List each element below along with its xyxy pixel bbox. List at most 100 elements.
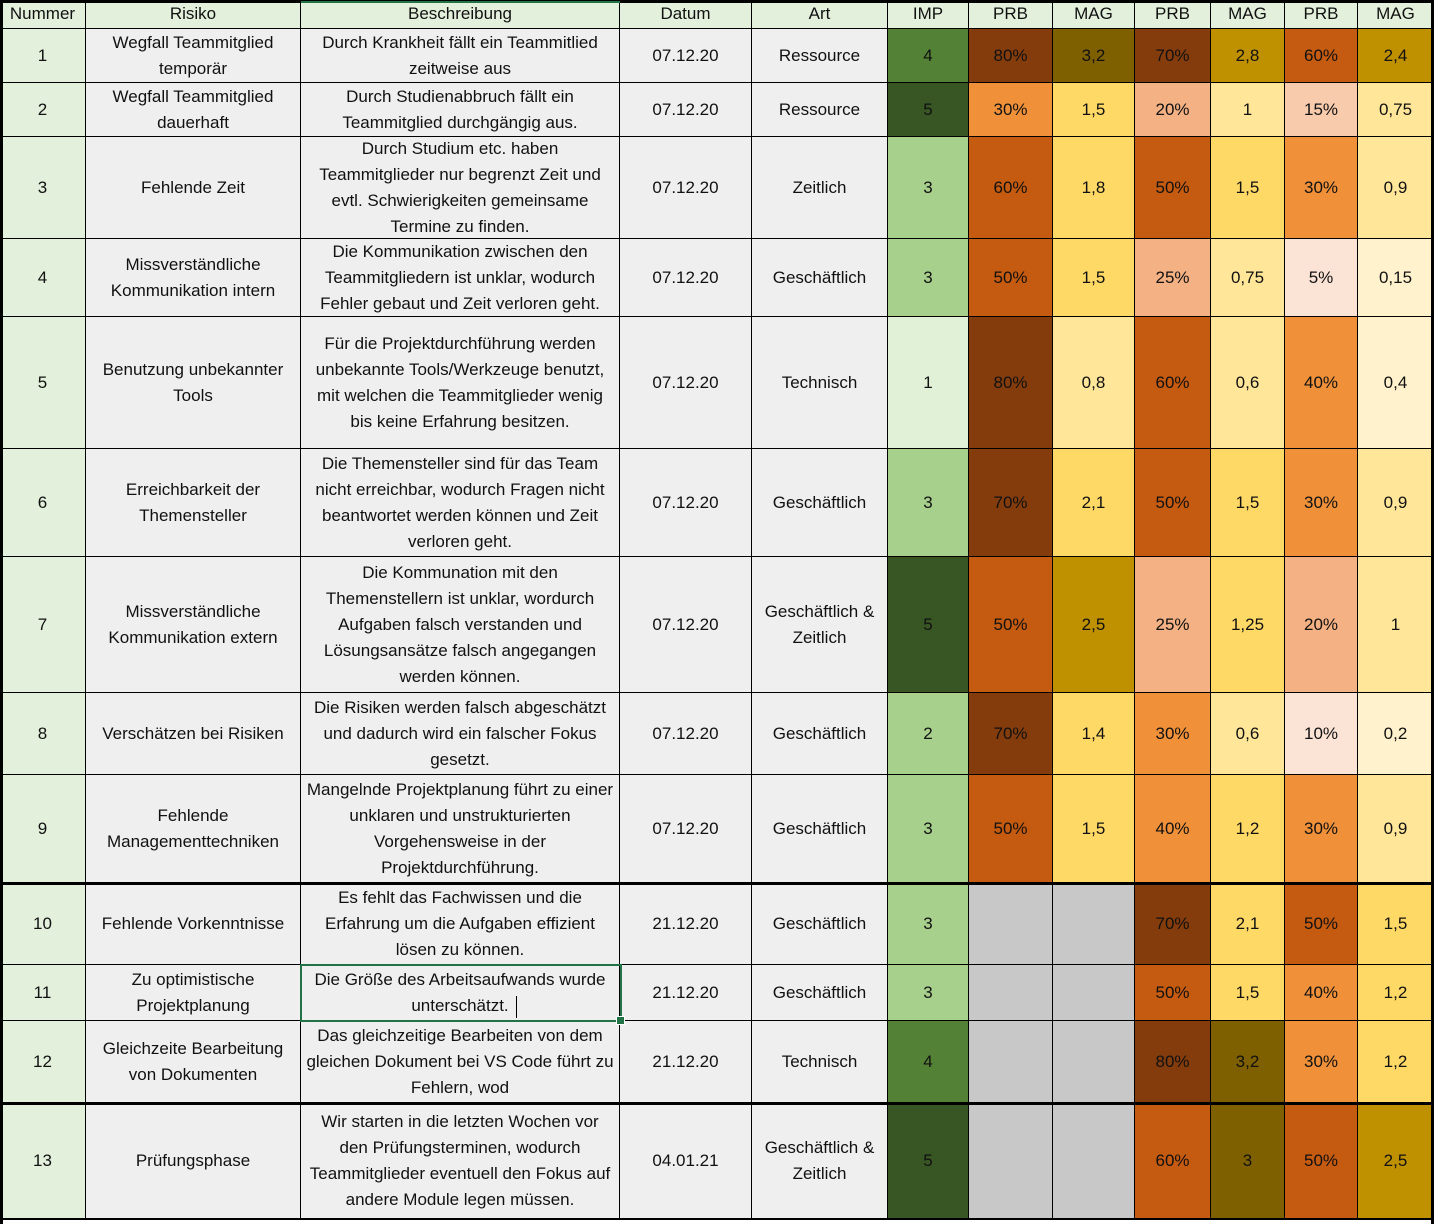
cell-risiko[interactable]: Gleichzeite Bearbeitung von Dokumenten (86, 1021, 301, 1103)
cell-mag-1[interactable]: 3,2 (1053, 29, 1135, 83)
cell-datum[interactable]: 21.12.20 (620, 883, 752, 965)
cell-risiko[interactable]: Verschätzen bei Risiken (86, 693, 301, 775)
cell-risiko[interactable]: Fehlende Zeit (86, 137, 301, 239)
cell-mag-3[interactable]: 0,9 (1358, 137, 1434, 239)
header-nummer[interactable]: Nummer (0, 0, 86, 29)
cell-prb-1[interactable] (969, 1103, 1053, 1220)
cell-mag-3[interactable]: 0,2 (1358, 693, 1434, 775)
cell-imp[interactable]: 3 (888, 775, 969, 883)
cell-mag-3[interactable]: 1 (1358, 557, 1434, 693)
cell-datum[interactable]: 21.12.20 (620, 1021, 752, 1103)
cell-beschreibung[interactable]: Mangelnde Projektplanung führt zu einer … (301, 775, 620, 883)
cell-prb-3[interactable]: 50% (1285, 883, 1358, 965)
cell-prb-2[interactable]: 25% (1135, 557, 1211, 693)
cell-prb-2[interactable]: 70% (1135, 29, 1211, 83)
cell-prb-2[interactable]: 80% (1135, 1021, 1211, 1103)
cell-art[interactable]: Ressource (752, 83, 888, 137)
cell-risiko[interactable]: Benutzung unbekannter Tools (86, 317, 301, 449)
cell-nr[interactable]: 6 (0, 449, 86, 557)
cell-prb-1[interactable]: 80% (969, 317, 1053, 449)
header-prb-2[interactable]: PRB (1135, 0, 1211, 29)
cell-risiko[interactable]: Missverständliche Kommunikation extern (86, 557, 301, 693)
header-art[interactable]: Art (752, 0, 888, 29)
cell-mag-2[interactable]: 1 (1211, 83, 1285, 137)
cell-mag-1[interactable] (1053, 1103, 1135, 1220)
cell-risiko[interactable]: Zu optimistische Projektplanung (86, 965, 301, 1021)
cell-mag-2[interactable]: 1,5 (1211, 137, 1285, 239)
cell-mag-1[interactable]: 2,1 (1053, 449, 1135, 557)
cell-mag-3[interactable]: 2,4 (1358, 29, 1434, 83)
cell-mag-2[interactable]: 1,5 (1211, 449, 1285, 557)
cell-mag-1[interactable]: 1,5 (1053, 239, 1135, 317)
cell-mag-3[interactable]: 1,2 (1358, 965, 1434, 1021)
cell-datum[interactable]: 07.12.20 (620, 557, 752, 693)
cell-mag-1[interactable]: 1,5 (1053, 83, 1135, 137)
cell-prb-1[interactable] (969, 965, 1053, 1021)
header-risiko[interactable]: Risiko (86, 0, 301, 29)
cell-mag-2[interactable]: 3 (1211, 1103, 1285, 1220)
cell-mag-1[interactable] (1053, 965, 1135, 1021)
cell-nr[interactable]: 11 (0, 965, 86, 1021)
cell-art[interactable]: Geschäftlich (752, 693, 888, 775)
cell-nr[interactable]: 5 (0, 317, 86, 449)
cell-beschreibung[interactable]: Die Themensteller sind für das Team nich… (301, 449, 620, 557)
cell-datum[interactable]: 07.12.20 (620, 239, 752, 317)
cell-beschreibung[interactable]: Durch Krankheit fällt ein Teammitlied ze… (301, 29, 620, 83)
cell-art[interactable]: Technisch (752, 1021, 888, 1103)
cell-art[interactable]: Geschäftlich (752, 965, 888, 1021)
cell-datum[interactable]: 07.12.20 (620, 317, 752, 449)
cell-prb-2[interactable]: 25% (1135, 239, 1211, 317)
cell-mag-2[interactable]: 0,6 (1211, 317, 1285, 449)
cell-prb-2[interactable]: 50% (1135, 965, 1211, 1021)
cell-imp[interactable]: 2 (888, 693, 969, 775)
cell-mag-1[interactable]: 0,8 (1053, 317, 1135, 449)
cell-prb-2[interactable]: 60% (1135, 1103, 1211, 1220)
cell-beschreibung[interactable]: Die Risiken werden falsch abgeschätzt un… (301, 693, 620, 775)
cell-art[interactable]: Technisch (752, 317, 888, 449)
cell-beschreibung[interactable]: Die Größe des Arbeitsaufwands wurde unte… (301, 965, 620, 1021)
header-mag-1[interactable]: MAG (1053, 0, 1135, 29)
cell-mag-1[interactable]: 2,5 (1053, 557, 1135, 693)
cell-prb-3[interactable]: 20% (1285, 557, 1358, 693)
cell-art[interactable]: Geschäftlich (752, 775, 888, 883)
cell-prb-1[interactable]: 70% (969, 693, 1053, 775)
cell-prb-1[interactable]: 80% (969, 29, 1053, 83)
header-mag-2[interactable]: MAG (1211, 0, 1285, 29)
cell-prb-1[interactable] (969, 1021, 1053, 1103)
cell-mag-3[interactable]: 1,5 (1358, 883, 1434, 965)
cell-mag-3[interactable]: 0,9 (1358, 775, 1434, 883)
cell-mag-3[interactable]: 1,2 (1358, 1021, 1434, 1103)
cell-prb-1[interactable]: 50% (969, 775, 1053, 883)
cell-imp[interactable]: 4 (888, 1021, 969, 1103)
cell-beschreibung[interactable]: Für die Projektdurchführung werden unbek… (301, 317, 620, 449)
cell-prb-3[interactable]: 15% (1285, 83, 1358, 137)
cell-prb-1[interactable]: 70% (969, 449, 1053, 557)
cell-datum[interactable]: 07.12.20 (620, 137, 752, 239)
cell-imp[interactable]: 5 (888, 1103, 969, 1220)
cell-prb-3[interactable]: 10% (1285, 693, 1358, 775)
cell-datum[interactable]: 07.12.20 (620, 693, 752, 775)
cell-prb-3[interactable]: 30% (1285, 449, 1358, 557)
cell-mag-2[interactable]: 2,1 (1211, 883, 1285, 965)
cell-mag-2[interactable]: 0,75 (1211, 239, 1285, 317)
cell-prb-2[interactable]: 50% (1135, 137, 1211, 239)
cell-mag-1[interactable] (1053, 1021, 1135, 1103)
cell-risiko[interactable]: Fehlende Vorkenntnisse (86, 883, 301, 965)
cell-mag-2[interactable]: 0,6 (1211, 693, 1285, 775)
cell-mag-3[interactable]: 0,9 (1358, 449, 1434, 557)
cell-imp[interactable]: 1 (888, 317, 969, 449)
cell-beschreibung[interactable]: Wir starten in die letzten Wochen vor de… (301, 1103, 620, 1220)
cell-nr[interactable]: 3 (0, 137, 86, 239)
cell-beschreibung[interactable]: Durch Studium etc. haben Teammitglieder … (301, 137, 620, 239)
cell-nr[interactable]: 2 (0, 83, 86, 137)
cell-beschreibung[interactable]: Die Kommunikation zwischen den Teammitgl… (301, 239, 620, 317)
cell-art[interactable]: Geschäftlich & Zeitlich (752, 1103, 888, 1220)
cell-mag-2[interactable]: 1,2 (1211, 775, 1285, 883)
cell-mag-3[interactable]: 0,75 (1358, 83, 1434, 137)
cell-mag-2[interactable]: 3,2 (1211, 1021, 1285, 1103)
cell-imp[interactable]: 5 (888, 557, 969, 693)
cell-nr[interactable]: 10 (0, 883, 86, 965)
cell-imp[interactable]: 3 (888, 137, 969, 239)
cell-prb-1[interactable]: 60% (969, 137, 1053, 239)
cell-imp[interactable]: 3 (888, 965, 969, 1021)
